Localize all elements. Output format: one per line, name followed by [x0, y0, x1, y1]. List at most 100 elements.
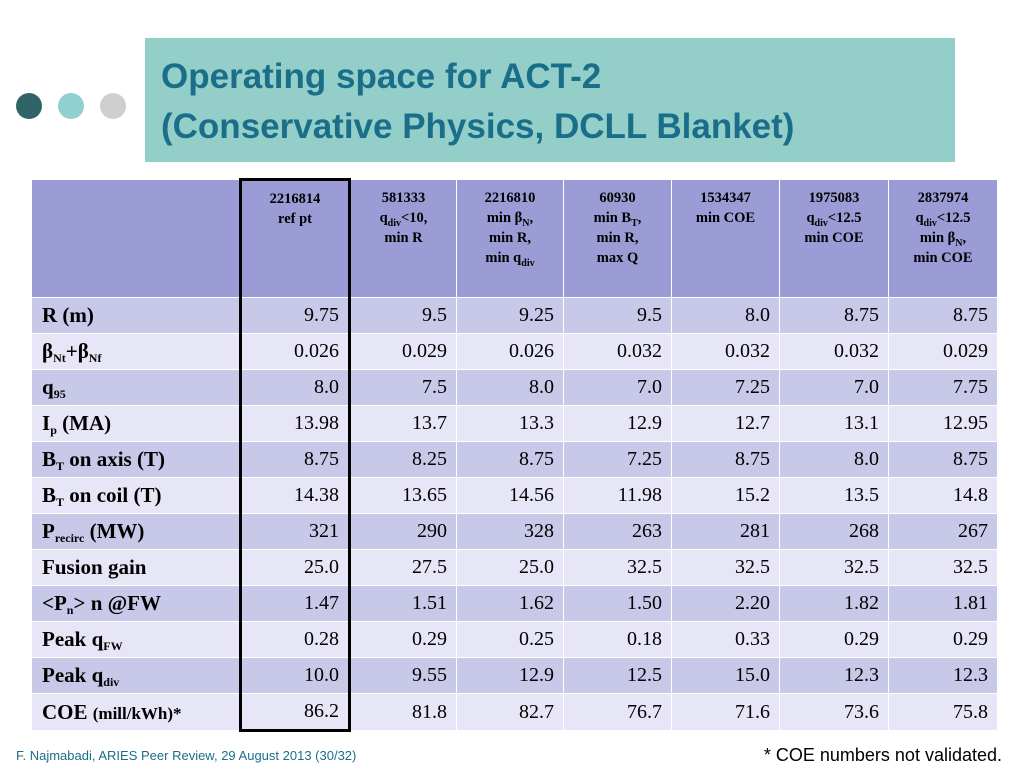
table-cell: 290 [349, 513, 457, 550]
table-cell: 13.3 [456, 405, 564, 442]
table-cell: 9.5 [349, 297, 457, 334]
table-cell: 71.6 [671, 693, 780, 731]
table-cell: 2.20 [671, 585, 780, 622]
table-cell: 14.8 [888, 477, 998, 514]
table-row: q95 8.0 7.5 8.0 7.0 7.25 7.0 7.75 [31, 369, 998, 406]
table-cell: 15.0 [671, 657, 780, 694]
row-label-q95: q95 [31, 369, 241, 406]
table-cell: 13.65 [349, 477, 457, 514]
table-cell: 32.5 [563, 549, 672, 586]
column-id: 60930 [599, 190, 636, 206]
row-label-bt-on-coil: BT on coil (T) [31, 477, 241, 514]
light-teal-dot [58, 93, 84, 119]
table-cell: 8.75 [456, 441, 564, 478]
column-id: 1534347 [700, 190, 751, 206]
table-cell: 9.5 [563, 297, 672, 334]
table-cell: 0.032 [779, 333, 889, 370]
table-cell: 12.3 [779, 657, 889, 694]
column-header-qdiv-12-5-min-beta: 2837974 qdiv<12.5 min βN, min COE [888, 179, 998, 298]
table-row: Fusion gain 25.0 27.5 25.0 32.5 32.5 32.5 32.5 [31, 549, 998, 586]
table-cell: 13.7 [349, 405, 457, 442]
footer-note: * COE numbers not validated. [763, 745, 1002, 765]
table-cell: 8.75 [671, 441, 780, 478]
table-row: Precirc (MW) 321 290 328 263 281 268 267 [31, 513, 998, 550]
table-row: BT on coil (T) 14.38 13.65 14.56 11.98 15.2 1… [31, 477, 998, 514]
slide-title-box: Operating space for ACT-2 (Conservative … [145, 38, 955, 162]
table-cell: 86.2 [239, 693, 351, 732]
table-row: βNt+βNf 0.026 0.029 0.026 0.032 0.032 0.032 0.… [31, 333, 998, 370]
table-cell: 7.75 [888, 369, 998, 406]
row-label-plasma-current: Ip (MA) [31, 405, 241, 442]
table-cell: 0.032 [671, 333, 780, 370]
column-id: 2837974 [917, 190, 969, 206]
table-cell: 8.75 [239, 441, 351, 478]
column-id: 581333 [381, 190, 426, 206]
table-cell: 32.5 [888, 549, 998, 586]
row-label-major-radius: R (m) [31, 297, 241, 334]
table-cell: 12.9 [563, 405, 672, 442]
table-cell: 7.5 [349, 369, 457, 406]
table-cell: 0.032 [563, 333, 672, 370]
table-cell: 328 [456, 513, 564, 550]
table-cell: 12.9 [456, 657, 564, 694]
table-cell: 0.25 [456, 621, 564, 658]
table-row: Peak qdiv 10.0 9.55 12.9 12.5 15.0 12.3 12.3 [31, 657, 998, 694]
table-cell: 1.81 [888, 585, 998, 622]
table-cell: 8.25 [349, 441, 457, 478]
table-row: COE (mill/kWh)* 86.2 81.8 82.7 76.7 71.6 73.6… [31, 693, 998, 732]
table-cell: 0.029 [888, 333, 998, 370]
row-label-bt-on-axis: BT on axis (T) [31, 441, 241, 478]
table-row: Ip (MA) 13.98 13.7 13.3 12.9 12.7 13.1 12.95 [31, 405, 998, 442]
column-id: 2216810 [484, 190, 536, 206]
table-cell: 9.55 [349, 657, 457, 694]
row-label-peak-q-fw: Peak qFW [31, 621, 241, 658]
table-cell: 281 [671, 513, 780, 550]
table-cell: 7.25 [671, 369, 780, 406]
column-header-min-beta: 2216810 min βN, min R, min qdiv [456, 179, 564, 298]
dark-teal-dot [16, 93, 42, 119]
table-cell: 1.50 [563, 585, 672, 622]
table-cell: 8.0 [239, 369, 351, 406]
table-row: BT on axis (T) 8.75 8.25 8.75 7.25 8.75 8.0 8.… [31, 441, 998, 478]
table-cell: 73.6 [779, 693, 889, 731]
footer-citation: F. Najmabadi, ARIES Peer Review, 29 Augu… [16, 748, 357, 763]
column-id: 1975083 [808, 190, 860, 206]
table-cell: 25.0 [456, 549, 564, 586]
grey-dot [100, 93, 126, 119]
table-cell: 1.62 [456, 585, 564, 622]
slide-title-line-2: (Conservative Physics, DCLL Blanket) [161, 107, 795, 146]
column-header-ref-pt: 2216814 ref pt [239, 178, 351, 298]
table-cell: 8.0 [456, 369, 564, 406]
table-cell: 7.25 [563, 441, 672, 478]
table-cell: 1.82 [779, 585, 889, 622]
table-cell: 268 [779, 513, 889, 550]
row-label-fusion-gain: Fusion gain [31, 549, 241, 586]
table-cell: 9.25 [456, 297, 564, 334]
header-corner-cell [31, 179, 241, 298]
table-cell: 15.2 [671, 477, 780, 514]
column-header-min-bt: 60930 min BT, min R, max Q [563, 179, 672, 298]
table-cell: 7.0 [563, 369, 672, 406]
row-label-peak-q-div: Peak qdiv [31, 657, 241, 694]
table-cell: 14.56 [456, 477, 564, 514]
table-cell: 82.7 [456, 693, 564, 731]
table-cell: 12.7 [671, 405, 780, 442]
table-cell: 8.0 [671, 297, 780, 334]
table-cell: 12.95 [888, 405, 998, 442]
table-cell: 9.75 [239, 297, 351, 334]
table-cell: 0.29 [779, 621, 889, 658]
table-cell: 0.33 [671, 621, 780, 658]
table-cell: 267 [888, 513, 998, 550]
table-cell: 8.75 [888, 441, 998, 478]
table-cell: 11.98 [563, 477, 672, 514]
row-label-neutron-wall-load: <Pn> n @FW [31, 585, 241, 622]
column-desc: ref pt [278, 211, 312, 227]
column-header-qdiv-12-5: 1975083 qdiv<12.5 min COE [779, 179, 889, 298]
table-cell: 10.0 [239, 657, 351, 694]
table-cell: 13.98 [239, 405, 351, 442]
row-label-beta: βNt+βNf [31, 333, 241, 370]
table-cell: 0.026 [239, 333, 351, 370]
column-header-qdiv-10: 581333 qdiv<10, min R [349, 179, 457, 298]
table-cell: 321 [239, 513, 351, 550]
table-cell: 0.029 [349, 333, 457, 370]
